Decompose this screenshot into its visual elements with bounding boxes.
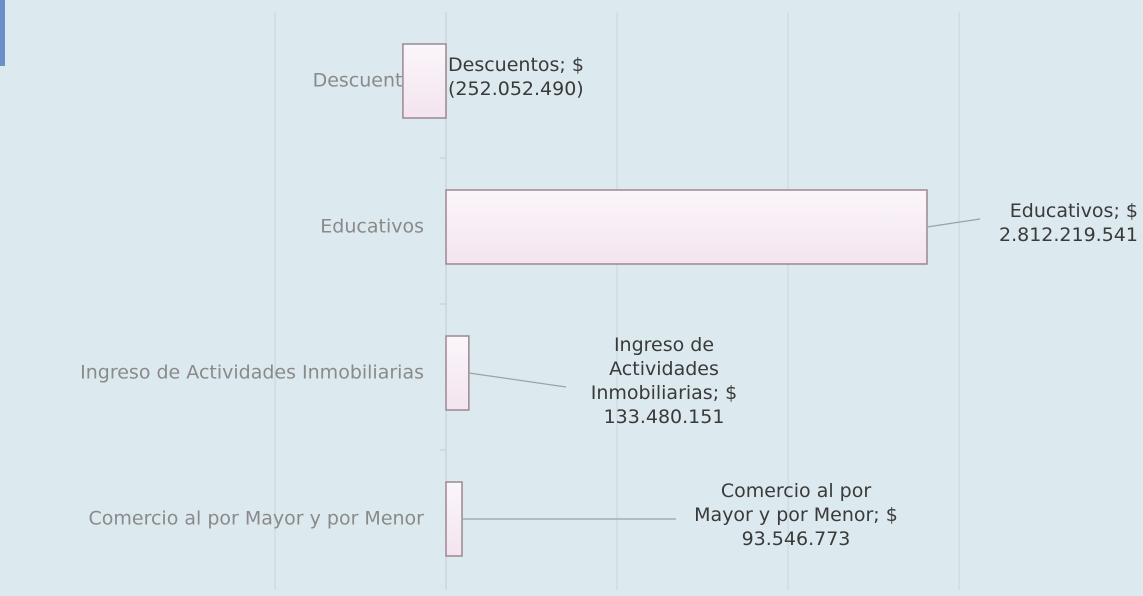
data-label: Descuentos; $ (252.052.490): [448, 54, 584, 100]
y-tick-label: Descuentos: [313, 70, 424, 92]
data-label: Ingreso de Actividades Inmobiliarias; $ …: [590, 334, 738, 428]
data-label: Educativos; $ 2.812.219.541: [998, 200, 1138, 246]
leader-line: [926, 218, 981, 228]
bar: [445, 189, 928, 265]
leader-line: [468, 372, 567, 388]
y-tick-label: Comercio al por Mayor y por Menor: [88, 508, 424, 530]
y-tick-label: Ingreso de Actividades Inmobiliarias: [80, 362, 424, 384]
bar: [402, 43, 447, 119]
decoration: [0, 0, 5, 66]
y-tick-label: Educativos: [320, 216, 424, 238]
data-label: Comercio al por Mayor y por Menor; $ 93.…: [694, 480, 898, 550]
bar: [445, 335, 470, 411]
bar: [445, 481, 463, 557]
